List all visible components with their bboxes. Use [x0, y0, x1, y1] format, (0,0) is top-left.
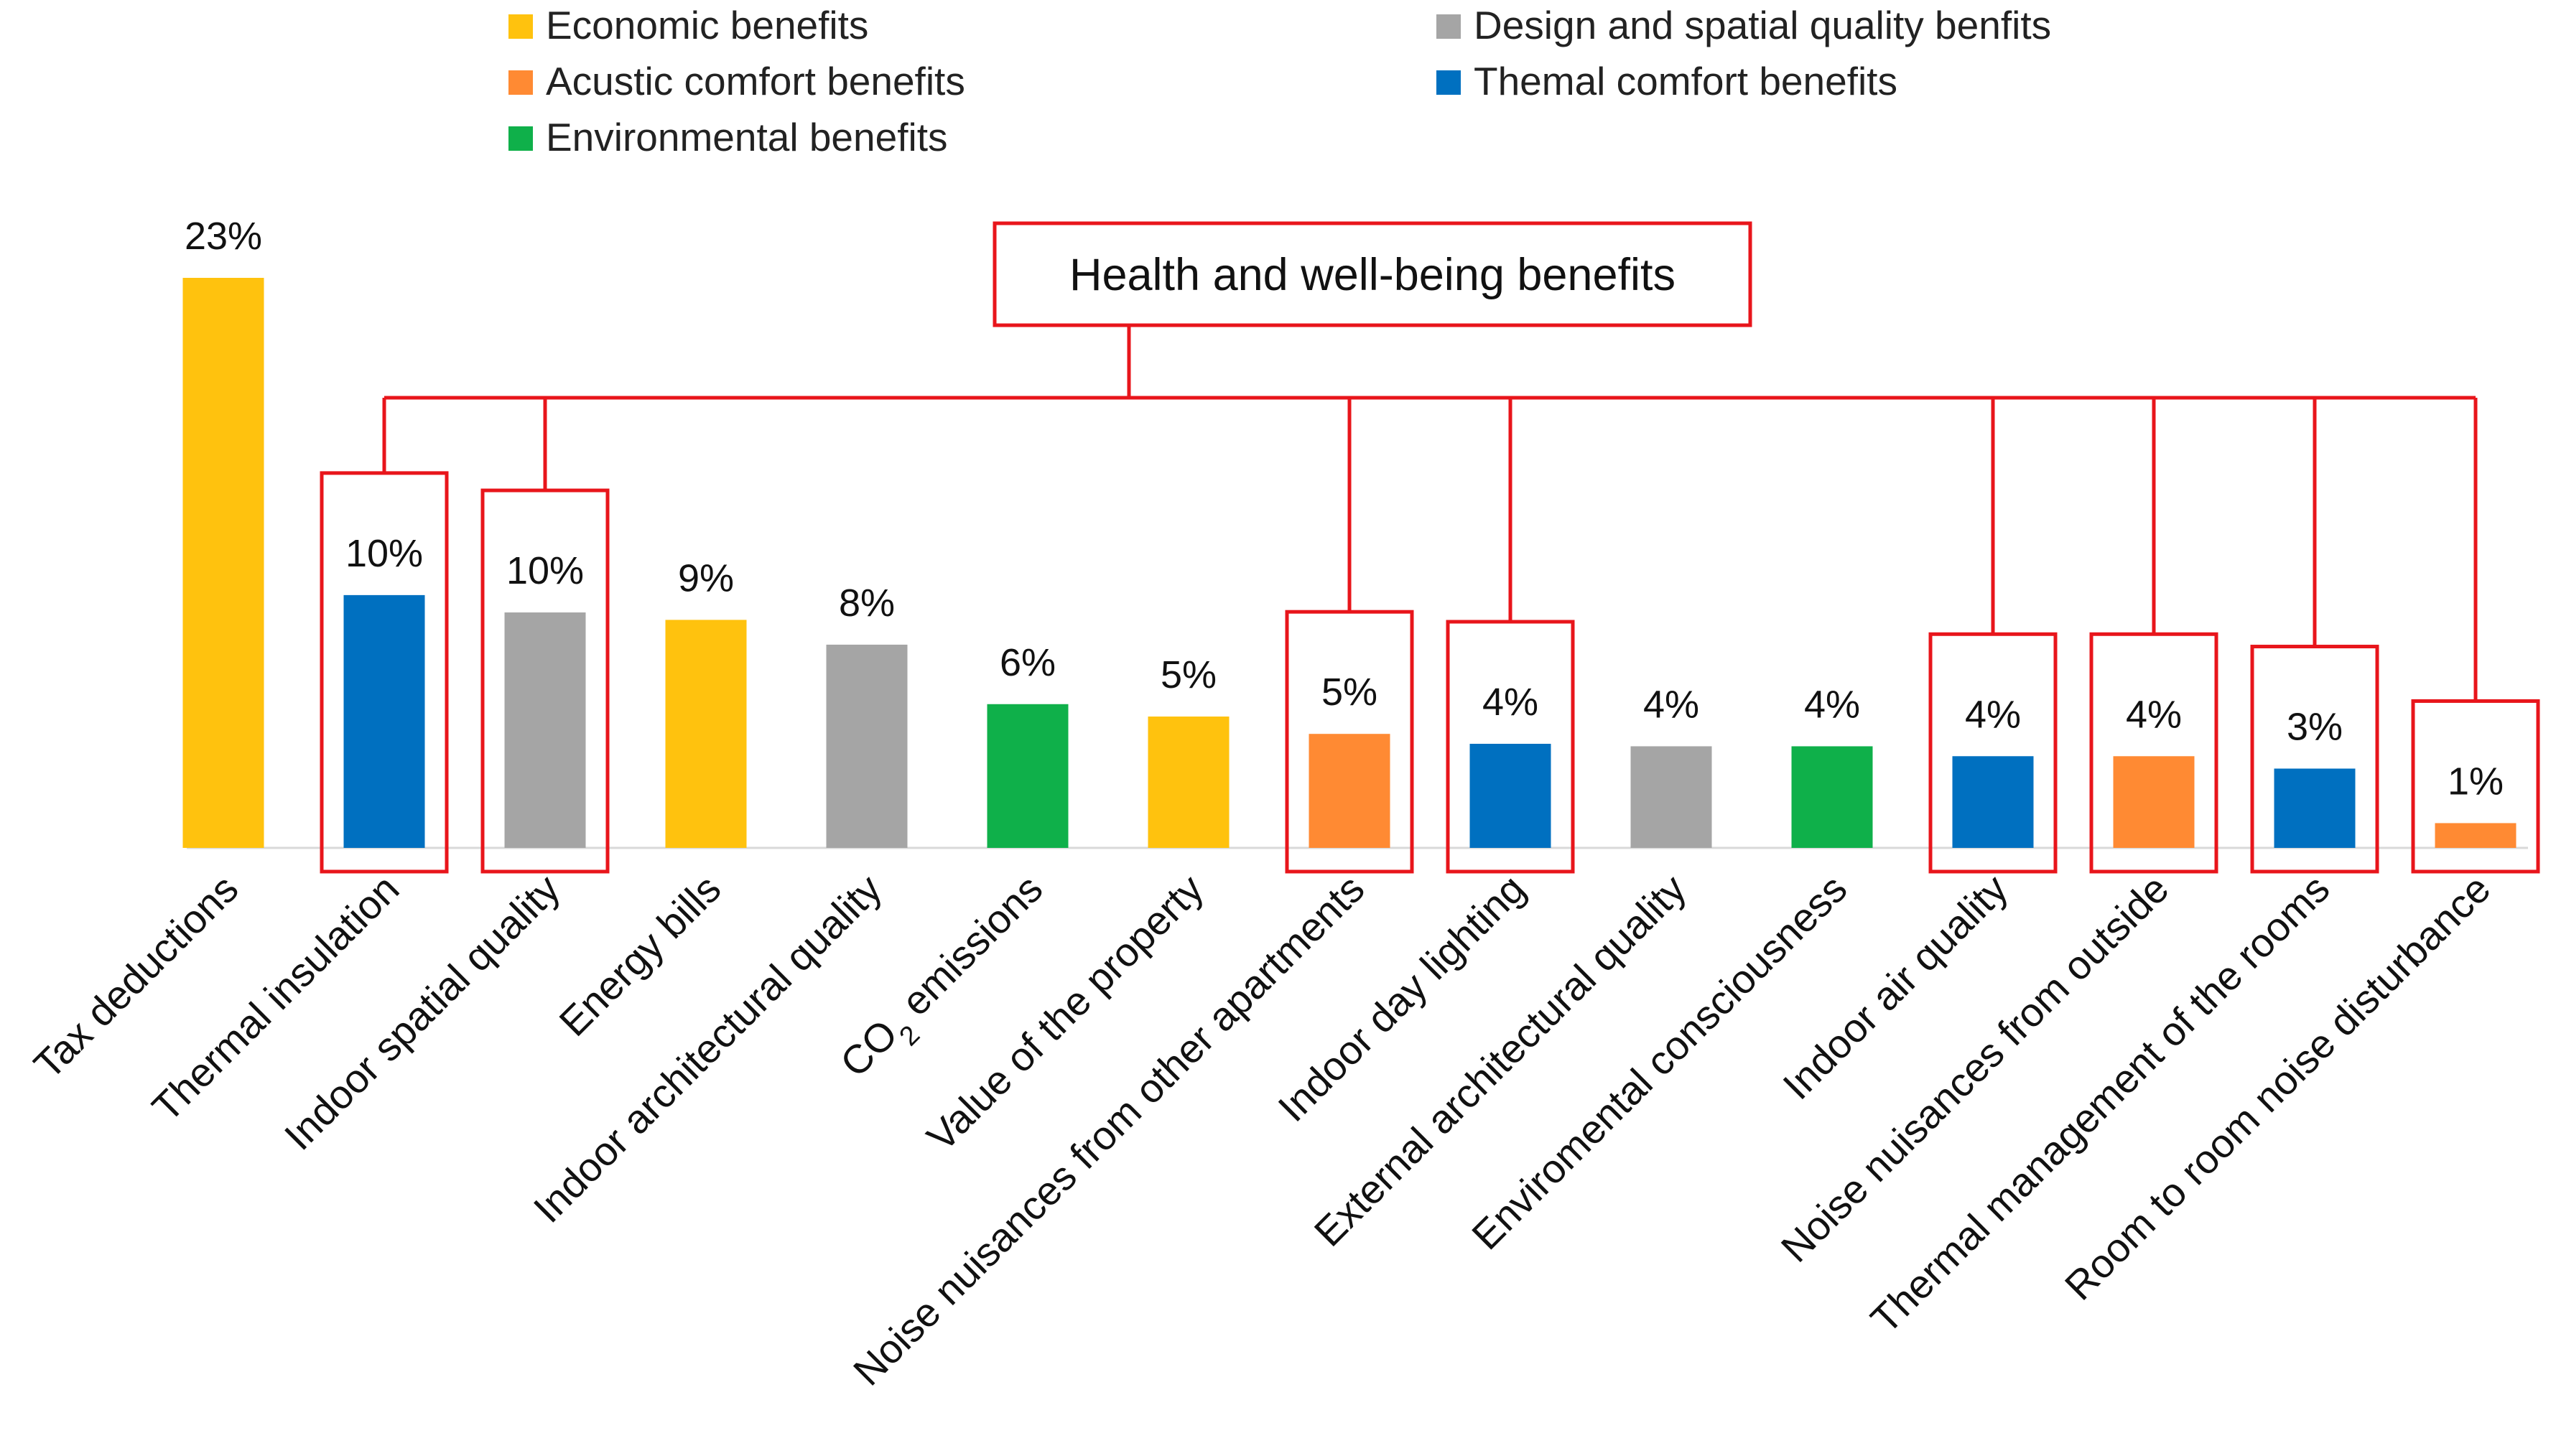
legend-label-themal-comfort-benefits: Themal comfort benefits [1474, 59, 1897, 103]
value-label-indoor-spatial-quality: 10% [506, 549, 584, 592]
highlight-box-indoor-spatial-quality [480, 488, 610, 874]
bar-thermal-insulation [343, 594, 425, 848]
bar-value-of-the-property [1148, 717, 1230, 848]
bar-noise-nuisances-from-outside [2113, 756, 2195, 848]
bar-noise-nuisances-from-other-apartments [1309, 734, 1390, 848]
highlight-boxes [320, 471, 2540, 874]
category-label-value-of-the-property: Value of the property [918, 866, 1212, 1159]
value-label-energy-bills: 9% [678, 556, 734, 599]
bar-energy-bills [665, 620, 747, 848]
legend-label-acustic-comfort-benefits: Acustic comfort benefits [546, 59, 965, 103]
bar-thermal-management-of-the-rooms [2274, 768, 2356, 848]
bar-room-to-room-noise-disturbance [2435, 823, 2517, 848]
legend-label-design-and-spatial-quality-benfits: Design and spatial quality benfits [1474, 3, 2051, 47]
value-labels: 23% 10% 10% 9% 8% 6% 5% 5% 4% 4% 4% 4% 4% 3% 1% [185, 215, 2504, 803]
legend-swatch-economic-benefits [508, 14, 533, 39]
category-label-energy-bills: Energy bills [550, 866, 729, 1045]
legend-swatch-environmental-benefits [508, 126, 533, 151]
bar-indoor-architectural-quality [826, 644, 908, 848]
value-label-enviromental-consciousness: 4% [1804, 683, 1860, 726]
health-wellbeing-annotation: Health and well-being benefits [382, 221, 2478, 701]
value-label-tax-deductions: 23% [185, 215, 262, 258]
highlight-box-thermal-management-of-the-rooms [2250, 645, 2379, 874]
bar-co2-emissions [987, 704, 1069, 848]
bar-indoor-day-lighting [1469, 744, 1551, 848]
value-label-thermal-insulation: 10% [345, 532, 423, 575]
value-label-noise-nuisances-from-other-apartments: 5% [1321, 671, 1377, 714]
health-wellbeing-box [993, 221, 1752, 327]
value-label-indoor-day-lighting: 4% [1482, 681, 1538, 724]
bar-external-architectural-quality [1630, 746, 1712, 848]
bar-enviromental-consciousness [1791, 746, 1873, 848]
legend-swatch-design-and-spatial-quality-benfits [1436, 14, 1461, 39]
bar-indoor-air-quality [1952, 756, 2034, 848]
highlight-box-noise-nuisances-from-outside [2089, 632, 2218, 874]
highlight-box-thermal-insulation [320, 471, 449, 874]
value-label-thermal-management-of-the-rooms: 3% [2287, 706, 2343, 749]
bar-indoor-spatial-quality [504, 612, 586, 848]
chart-legend: Economic benefits Design and spatial qual… [508, 3, 2051, 159]
health-wellbeing-label: Health and well-being benefits [1069, 250, 1676, 300]
health-wellbeing-connectors [382, 325, 2478, 701]
value-label-external-architectural-quality: 4% [1643, 683, 1699, 726]
highlight-box-room-to-room-noise-disturbance [2411, 699, 2540, 874]
highlight-box-indoor-day-lighting [1446, 620, 1575, 874]
value-label-co2-emissions: 6% [1000, 641, 1056, 684]
value-label-indoor-air-quality: 4% [1965, 693, 2021, 736]
value-label-indoor-architectural-quality: 8% [839, 582, 895, 625]
legend-label-environmental-benefits: Environmental benefits [546, 115, 947, 159]
category-label-indoor-spatial-quality: Indoor spatial quality [276, 866, 569, 1159]
value-label-room-to-room-noise-disturbance: 1% [2448, 760, 2504, 803]
legend-swatch-themal-comfort-benefits [1436, 70, 1461, 95]
highlight-box-noise-nuisances-from-other-apartments [1285, 610, 1414, 874]
highlight-box-indoor-air-quality [1928, 632, 2058, 874]
bar-series [182, 278, 2517, 848]
value-label-value-of-the-property: 5% [1161, 653, 1217, 696]
value-label-noise-nuisances-from-outside: 4% [2126, 693, 2182, 736]
legend-swatch-acustic-comfort-benefits [508, 70, 533, 95]
bar-tax-deductions [182, 278, 264, 848]
legend-label-economic-benefits: Economic benefits [546, 3, 868, 47]
